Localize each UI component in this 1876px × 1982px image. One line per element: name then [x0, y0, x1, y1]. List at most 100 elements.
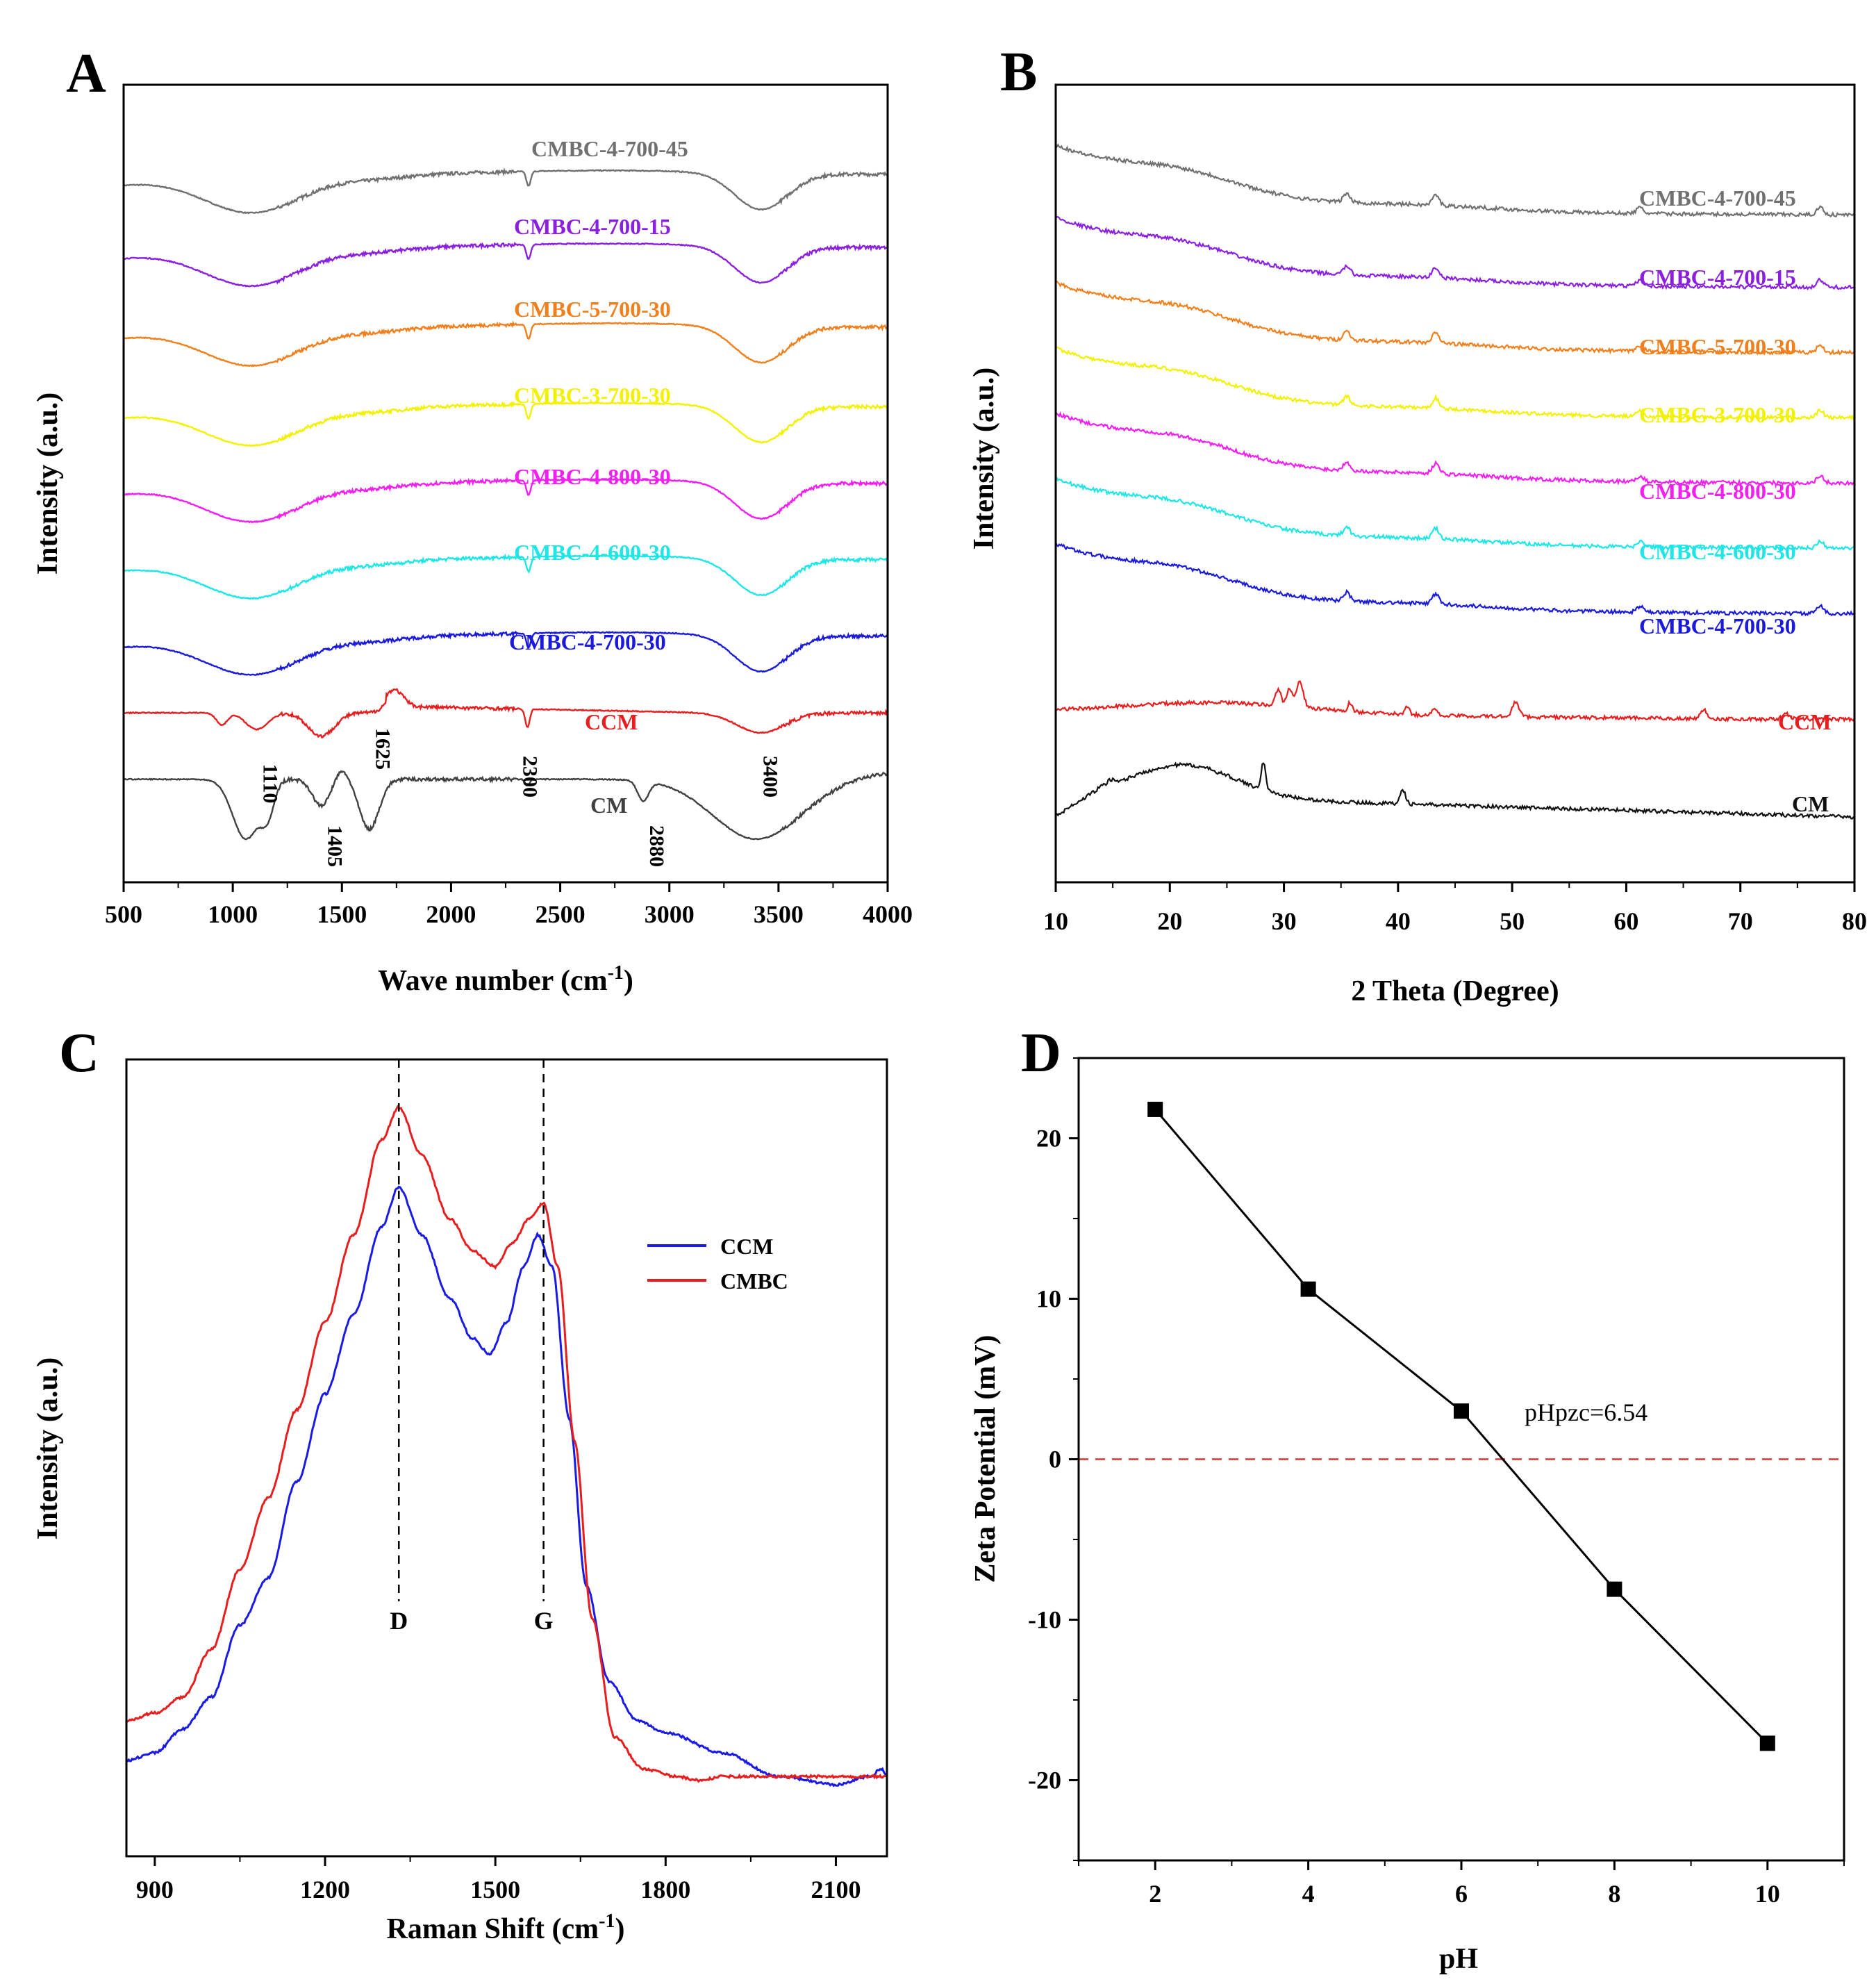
series-line-ccm [1055, 680, 1856, 723]
series-line-cmbc-4-700-30 [123, 630, 888, 676]
x-tick-label: 80 [1842, 907, 1867, 935]
panel-b-frame [1054, 83, 1856, 884]
series-line-cm [1055, 761, 1855, 820]
x-tick-label: 1200 [300, 1876, 350, 1903]
x-tick-label: 2100 [811, 1876, 861, 1903]
peak-label-1625: 1625 [372, 728, 395, 770]
series-line-ccm [126, 1185, 888, 1787]
y-tick-label: -20 [1028, 1767, 1061, 1794]
x-tick-label: 10 [1755, 1880, 1780, 1908]
x-tick-label: 1500 [317, 900, 367, 928]
panel-c-raman: C 900 1200 1500 1800 2100 D G Intensity (a.u.… [32, 1023, 888, 1945]
x-tick-label: 8 [1608, 1880, 1620, 1908]
series-line-cmbc-4-600-30 [123, 553, 888, 600]
y-tick-label: -10 [1028, 1606, 1061, 1634]
panel-b-y-title: Intensity (a.u.) [968, 368, 1000, 550]
panel-d-frame [1077, 1057, 1845, 1862]
series-label-cmbc-5-700-30: CMBC-5-700-30 [514, 297, 671, 322]
series-label-cmbc-4-700-45: CMBC-4-700-45 [531, 136, 688, 161]
panel-a-y-title: Intensity (a.u.) [32, 393, 64, 575]
peak-label-1405: 1405 [323, 825, 346, 867]
series-label-cmbc-4-600-30: CMBC-4-600-30 [1639, 539, 1796, 564]
series-line-cmbc-4-700-15 [1055, 215, 1855, 290]
series-line-cmbc-4-800-30 [123, 477, 888, 524]
x-tick-label: 1000 [208, 900, 258, 928]
series-label-cmbc-4-700-15: CMBC-4-700-15 [514, 214, 671, 239]
series-line-cmbc-4-600-30 [1055, 477, 1855, 552]
series-label-cmbc-3-700-30: CMBC-3-700-30 [514, 383, 671, 408]
series-line-cmbc-5-700-30 [123, 320, 888, 368]
panel-a-ftir: A CMBC-4-700-45 CMBC-4-700-15 CMBC-5-700-3… [32, 43, 913, 997]
x-tick-label: 70 [1728, 907, 1753, 935]
panel-b-x-title: 2 Theta (Degree) [1351, 975, 1559, 1007]
panel-letter-c: C [59, 1023, 99, 1084]
series-label-cmbc-4-700-30: CMBC-4-700-30 [509, 629, 666, 654]
series-label-cmbc-5-700-30: CMBC-5-700-30 [1639, 334, 1796, 359]
panel-a-x-title-suffix: ) [624, 965, 633, 997]
series-line-cmbc-4-800-30 [1055, 411, 1855, 486]
band-label-d: D [390, 1607, 408, 1635]
panel-c-x-title: Raman Shift (cm-1) [387, 1910, 625, 1945]
series-line-cmbc [126, 1105, 888, 1783]
panel-letter-d: D [1021, 1023, 1061, 1084]
zeta-point-ph-4 [1300, 1281, 1316, 1297]
x-tick-label: 6 [1455, 1880, 1468, 1908]
panel-d-x-title: pH [1439, 1943, 1478, 1975]
y-tick-label: 20 [1036, 1125, 1061, 1153]
band-label-g: G [534, 1607, 554, 1635]
legend-label-ccm: CCM [720, 1234, 773, 1259]
x-tick-label: 40 [1386, 907, 1411, 935]
x-tick-label: 1800 [640, 1876, 690, 1903]
panel-d-y-title: Zeta Potential (mV) [970, 1335, 1002, 1583]
panel-c-y-title: Intensity (a.u.) [32, 1357, 64, 1540]
panel-c-frame [125, 1058, 888, 1858]
panel-a-x-title-sup: -1 [608, 962, 624, 984]
peak-label-2880: 2880 [645, 825, 668, 867]
x-tick-label: 4 [1302, 1880, 1315, 1908]
series-label-cmbc-3-700-30: CMBC-3-700-30 [1639, 402, 1796, 427]
series-line-cm [123, 770, 888, 841]
legend-label-cmbc: CMBC [720, 1269, 788, 1294]
x-tick-label: 10 [1043, 907, 1068, 935]
panel-a-frame [122, 83, 889, 884]
peak-label-3400: 3400 [758, 756, 781, 798]
y-tick-label: 10 [1036, 1285, 1061, 1313]
series-label-cm: CM [590, 793, 627, 818]
series-line-cmbc-3-700-30 [1054, 346, 1856, 422]
panel-a-x-title: Wave number (cm-1) [378, 962, 633, 997]
x-tick-label: 60 [1613, 907, 1638, 935]
series-label-cmbc-4-800-30: CMBC-4-800-30 [514, 464, 671, 489]
series-label-ccm: CCM [585, 709, 638, 734]
x-tick-label: 900 [136, 1876, 174, 1903]
y-tick-label: 0 [1049, 1446, 1061, 1473]
x-tick-label: 2000 [426, 900, 476, 928]
series-label-cmbc-4-700-30: CMBC-4-700-30 [1639, 613, 1796, 638]
zeta-point-ph-6 [1454, 1403, 1469, 1419]
panel-b-xrd: B CMBC-4-700-45 CMBC-4-700-15 CMBC-5-700-3… [968, 42, 1867, 1007]
series-line-cmbc-4-700-15 [123, 241, 888, 288]
panel-c-x-title-main: Raman Shift (cm [387, 1913, 599, 1945]
panel-c-x-title-sup: -1 [599, 1910, 615, 1932]
x-tick-label: 2 [1149, 1880, 1161, 1908]
series-label-cm: CM [1792, 791, 1829, 816]
series-label-cmbc-4-700-45: CMBC-4-700-45 [1639, 185, 1796, 210]
series-label-ccm: CCM [1778, 709, 1831, 734]
zeta-point-ph-2 [1147, 1101, 1163, 1117]
series-label-cmbc-4-800-30: CMBC-4-800-30 [1639, 479, 1796, 504]
x-tick-label: 500 [105, 900, 142, 928]
panel-letter-a: A [66, 43, 106, 104]
x-tick-label: 20 [1157, 907, 1182, 935]
peak-label-1110: 1110 [259, 764, 282, 804]
zeta-point-ph-8 [1607, 1581, 1622, 1597]
panel-c-x-title-suffix: ) [615, 1913, 624, 1945]
panel-c-legend: CCM CMBC [647, 1234, 788, 1294]
zeta-line [1154, 1108, 1768, 1744]
x-tick-label: 4000 [863, 900, 913, 928]
series-label-cmbc-4-700-15: CMBC-4-700-15 [1639, 265, 1796, 290]
x-tick-label: 30 [1272, 907, 1297, 935]
series-line-cmbc-3-700-30 [123, 400, 889, 447]
series-line-cmbc-4-700-30 [1054, 541, 1855, 617]
pzc-annotation: pHpzc=6.54 [1525, 1398, 1647, 1426]
series-line-cmbc-5-700-30 [1055, 280, 1855, 356]
